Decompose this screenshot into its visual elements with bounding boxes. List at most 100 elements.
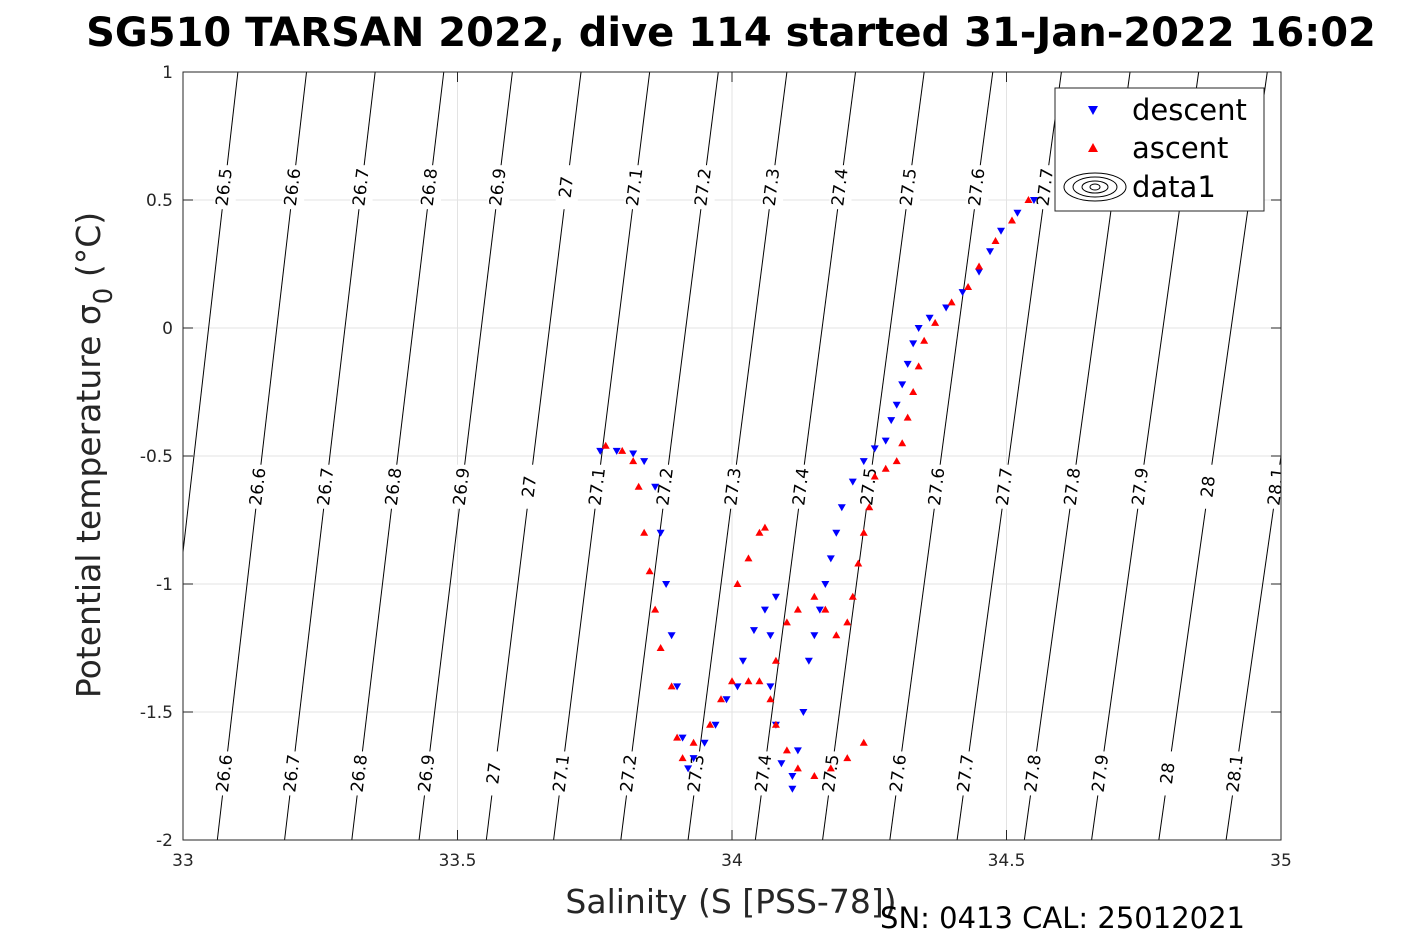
y-tick-label: -1.5	[140, 703, 173, 723]
contour-label: 27.6	[887, 753, 911, 793]
legend-contour-icon	[1063, 172, 1127, 202]
descent-point	[799, 709, 808, 716]
x-tick-label: 33	[172, 851, 194, 871]
ascent-point	[914, 362, 923, 370]
ascent-point	[832, 631, 841, 639]
ascent-point	[947, 298, 956, 306]
contour-label: 26.5	[212, 167, 236, 207]
ascent-point	[843, 754, 852, 762]
contour-label: 26.7	[314, 467, 338, 507]
descent-point	[612, 447, 621, 455]
contour-label-bg	[518, 464, 541, 509]
ascent-point	[733, 580, 742, 587]
contour-label: 26.6	[281, 167, 305, 207]
ascent-point	[744, 554, 753, 562]
contour-label-bg	[383, 464, 406, 509]
contour-label-bg	[618, 751, 641, 796]
descent-point	[766, 683, 775, 691]
contour-label: 27	[483, 761, 505, 785]
descent-point	[942, 304, 951, 312]
descent-point	[914, 325, 923, 332]
ascent-point	[826, 764, 835, 772]
contour-label: 28.1	[1264, 467, 1288, 507]
contour-label: 27.7	[954, 753, 978, 793]
descent-point	[766, 632, 775, 640]
contour-label: 27.8	[1061, 467, 1085, 507]
contour-label-bg	[247, 464, 270, 509]
legend-label-ascent: ascent	[1132, 131, 1228, 165]
ascent-point	[771, 656, 780, 664]
contour-label-bg	[1034, 165, 1057, 210]
ascent-point	[810, 592, 819, 600]
contour-label-bg	[451, 464, 474, 509]
contour-label: 26.9	[450, 467, 474, 507]
contour-label: 27.7	[993, 467, 1017, 507]
y-axis-label: Potential temperature σ0 (°C)	[69, 212, 119, 698]
ascent-point	[848, 592, 857, 600]
descent-point	[859, 458, 868, 466]
contour-label: 26.8	[348, 753, 372, 793]
descent-point	[881, 437, 890, 445]
descent-point	[975, 268, 984, 276]
contour-label: 27.3	[721, 467, 745, 507]
x-tick-label: 34.5	[988, 851, 1026, 871]
descent-point	[777, 760, 786, 768]
contour-label-bg	[1157, 751, 1180, 796]
contour-label: 26.9	[486, 167, 510, 207]
series-descent	[596, 197, 1038, 793]
ascent-point	[975, 262, 984, 270]
x-axis-label: Salinity (S [PSS-78])	[565, 882, 896, 921]
contour-label: 27	[556, 175, 578, 199]
descent-point	[629, 450, 638, 458]
axis-ticks: 33 33.5 34 34.5 35 -2 -1.5 -1 -0.5 0 0.5 1	[140, 63, 1292, 871]
contour-label: 26.8	[418, 167, 442, 207]
contour-label-bg	[1265, 464, 1281, 509]
contour-label: 27.8	[1021, 753, 1045, 793]
contour-label-bg	[1197, 464, 1220, 509]
contour-label-bg	[555, 165, 578, 210]
contour-label-bg	[1129, 464, 1152, 509]
contour-label: 27.2	[691, 167, 715, 207]
descent-point	[821, 581, 830, 588]
ascent-point	[865, 503, 874, 511]
y-tick-label: 0	[162, 319, 173, 339]
ascent-point	[640, 528, 649, 536]
contour-label: 28.1	[1223, 753, 1247, 793]
ascent-point	[651, 605, 660, 613]
contour-label: 27.1	[550, 753, 574, 793]
y-tick-label: 0.5	[146, 191, 173, 211]
descent-point	[596, 447, 605, 455]
descent-point	[733, 683, 742, 691]
ascent-point	[634, 482, 643, 490]
descent-point	[678, 734, 687, 742]
x-tick-label: 34	[721, 851, 743, 871]
contour-label-bg	[281, 751, 304, 796]
contour-label: 27	[519, 475, 541, 499]
descent-point	[870, 445, 879, 453]
ascent-point	[892, 457, 901, 465]
ascent-point	[755, 677, 764, 685]
ascent-point	[1024, 196, 1033, 203]
descent-point	[689, 755, 698, 763]
descent-point	[804, 657, 813, 665]
y-tick-label: -1	[156, 575, 173, 595]
contour-label: 27.7	[1034, 167, 1058, 207]
descent-point	[848, 478, 857, 486]
contour-label: 27.4	[828, 167, 852, 207]
ascent-point	[760, 523, 769, 531]
contour-label-bg	[315, 464, 338, 509]
legend-label-data1: data1	[1132, 170, 1216, 204]
descent-point	[788, 785, 797, 793]
contour-label: 27.5	[897, 167, 921, 207]
contour-label: 28	[1197, 475, 1219, 499]
ascent-point	[601, 441, 610, 449]
contour-label: 27.6	[965, 167, 989, 207]
ascent-point	[870, 472, 879, 480]
ascent-point	[903, 413, 912, 421]
ascent-point	[920, 336, 929, 344]
contour-label-bg	[955, 751, 978, 796]
contour-label: 27.5	[857, 467, 881, 507]
descent-point	[667, 632, 676, 640]
y-tick-label: -0.5	[140, 447, 173, 467]
contour-label-bg	[586, 464, 609, 509]
